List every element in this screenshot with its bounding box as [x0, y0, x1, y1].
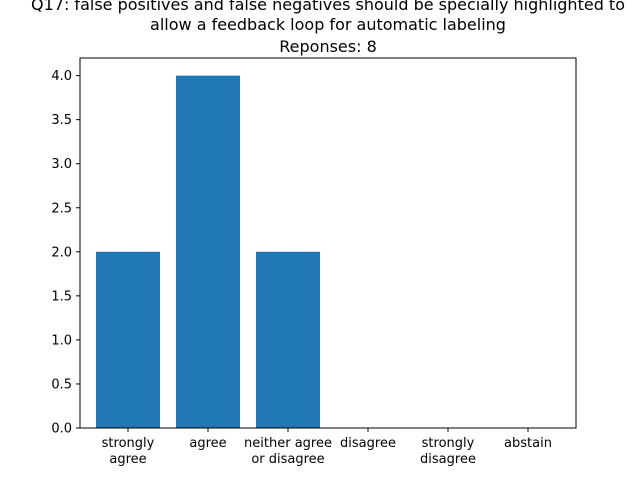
x-tick-label: disagree	[340, 436, 396, 451]
x-tick-label: strongly agree	[102, 436, 155, 467]
y-tick-label: 3.5	[51, 113, 72, 128]
bar	[256, 251, 320, 428]
y-tick-label: 1.5	[51, 289, 72, 304]
y-tick-label: 4.0	[51, 69, 72, 84]
chart-title-line: Reponses: 8	[279, 37, 377, 56]
x-tick-label: neither agree or disagree	[244, 436, 332, 467]
y-tick-label: 2.0	[51, 245, 72, 260]
chart-title: Q17: false positives and false negatives…	[31, 0, 625, 56]
bar	[176, 75, 240, 428]
x-tick-label: agree	[189, 436, 226, 451]
y-tick-label: 2.5	[51, 201, 72, 216]
y-axis: 0.0 0.5 1.0 1.5 2.0 2.5 3.0 3.5 4.0	[51, 69, 80, 437]
x-tick-label: abstain	[504, 436, 552, 451]
y-tick-label: 0.0	[51, 422, 72, 437]
bar	[96, 251, 160, 428]
chart-title-line: Q17: false positives and false negatives…	[31, 0, 625, 14]
chart-title-line: allow a feedback loop for automatic labe…	[150, 15, 506, 34]
bars	[96, 75, 320, 428]
y-tick-label: 3.0	[51, 157, 72, 172]
y-tick-label: 1.0	[51, 333, 72, 348]
plot-frame	[79, 57, 577, 429]
x-axis: strongly agree agree neither agree or disagr…	[102, 428, 552, 467]
y-tick-label: 0.5	[51, 377, 72, 392]
x-tick-label: strongly disagree	[420, 436, 476, 467]
